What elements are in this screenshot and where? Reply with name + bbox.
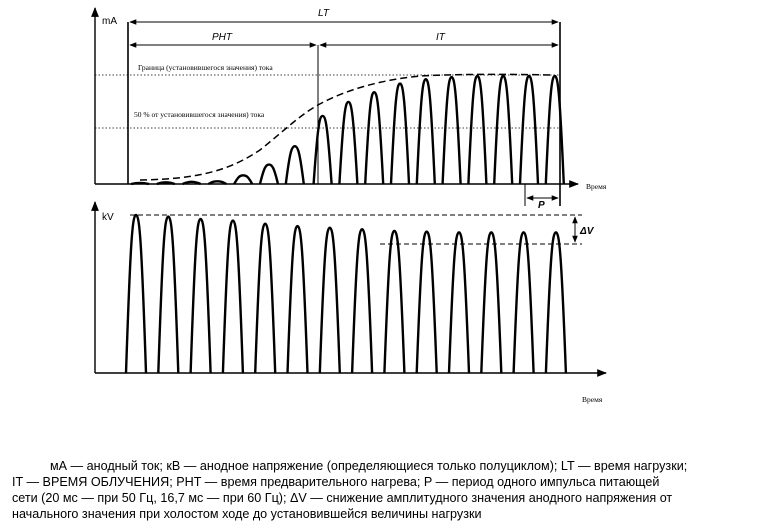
current-pulse — [207, 180, 227, 186]
current-pulse — [156, 181, 176, 186]
current-pulse — [233, 174, 254, 185]
voltage-pulse — [221, 219, 245, 374]
current-pulse — [493, 74, 514, 185]
lt-label: LT — [318, 8, 330, 19]
caption-line-1: мА — анодный ток; кВ — анодное напряжени… — [50, 459, 688, 473]
delta-v-label: ΔV — [579, 226, 595, 237]
limit-line-label: Граница (установившегося значения) тока — [138, 63, 273, 72]
current-pulse — [415, 78, 436, 185]
current-pulse — [441, 75, 462, 185]
current-pulse — [544, 74, 565, 185]
current-pulse — [130, 181, 150, 186]
top-chart: mA Время LT PHT IT Граница (установившег… — [91, 7, 607, 211]
voltage-pulse — [124, 213, 148, 374]
current-pulse — [258, 163, 280, 185]
voltage-pulse — [544, 231, 568, 374]
caption-line-4: начального значения при холостом ходе до… — [12, 507, 482, 521]
voltage-pulse — [318, 226, 341, 374]
voltage-pulses — [124, 213, 568, 374]
period-label: P — [538, 200, 545, 211]
figure-caption: мА — анодный ток; кВ — анодное напряжени… — [12, 458, 764, 522]
bottom-chart: kV Время ΔV — [91, 201, 607, 404]
current-pulse — [518, 74, 540, 185]
diagram: mA Время LT PHT IT Граница (установившег… — [91, 7, 607, 404]
current-envelope — [139, 73, 553, 181]
current-pulse — [312, 114, 333, 185]
voltage-pulse — [157, 215, 180, 374]
half-line-label: 50 % от установившегося значения) тока — [134, 110, 265, 119]
current-pulses — [130, 74, 565, 186]
bottom-y-label: kV — [102, 212, 114, 223]
pht-label: PHT — [212, 32, 233, 43]
top-x-label: Время — [586, 182, 607, 191]
current-pulse — [389, 82, 411, 185]
voltage-pulse — [350, 228, 374, 374]
voltage-pulse — [286, 224, 309, 374]
current-pulse — [364, 90, 385, 185]
voltage-pulse — [447, 231, 471, 374]
bottom-x-label: Время — [582, 395, 603, 404]
voltage-pulse — [512, 231, 535, 374]
caption-line-2: IT — ВРЕМЯ ОБЛУЧЕНИЯ; PHT — время предва… — [12, 475, 660, 489]
caption-line-3: сети (20 мс — при 50 Гц, 16,7 мс — при 6… — [12, 491, 673, 505]
current-pulse — [284, 144, 305, 185]
voltage-pulse — [254, 222, 277, 374]
top-y-label: mA — [102, 16, 117, 27]
voltage-pulse — [480, 231, 503, 374]
voltage-pulse — [415, 230, 438, 374]
voltage-pulse — [189, 217, 212, 374]
current-pulse — [182, 180, 202, 186]
voltage-pulse — [383, 229, 406, 374]
current-pulse — [338, 100, 359, 185]
current-pulse — [467, 74, 488, 185]
it-label: IT — [436, 32, 446, 43]
